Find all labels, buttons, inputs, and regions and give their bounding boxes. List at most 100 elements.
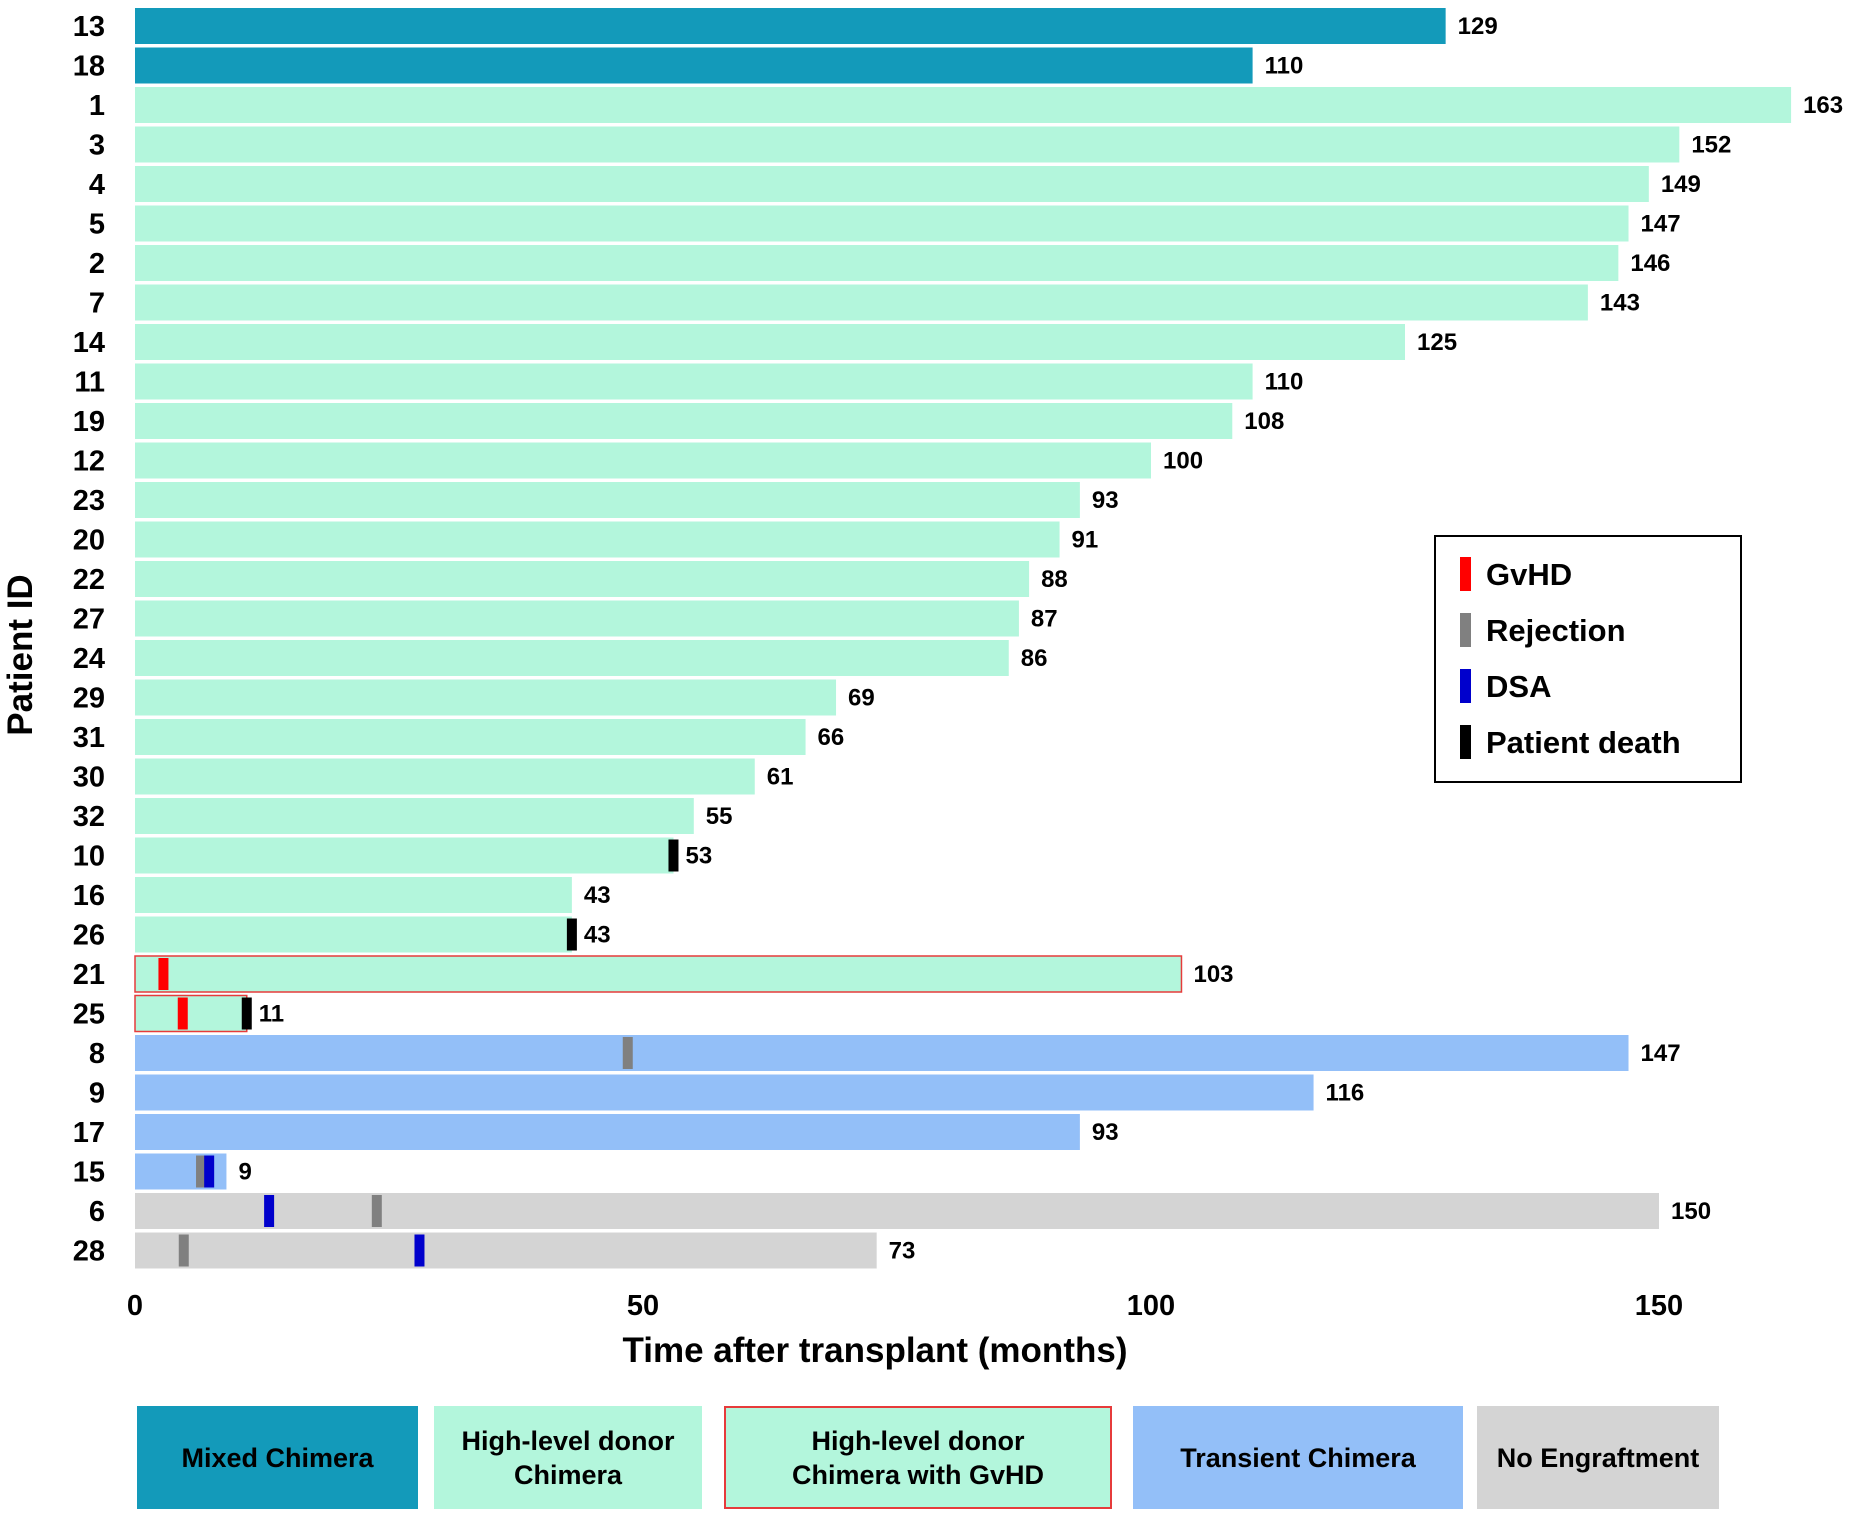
bar-value-label-15: 9 [238,1159,251,1186]
bar-patient-6 [135,1193,1659,1229]
y-tick-31: 31 [73,722,105,754]
bar-value-label-28: 73 [889,1238,916,1265]
y-tick-18: 18 [73,51,105,83]
y-tick-11: 11 [74,367,105,399]
bar-value-label-23: 93 [1092,487,1119,514]
bar-value-label-22: 88 [1041,566,1068,593]
x-axis-label: Time after transplant (months) [623,1331,1128,1370]
category-legend-mixed: Mixed Chimera [137,1406,418,1509]
category-legend-gvhd: High-level donor Chimera with GvHD [724,1406,1112,1509]
bar-patient-12 [135,442,1151,479]
bar-value-label-29: 69 [848,685,875,712]
bar-value-label-18: 110 [1265,53,1304,80]
bar-patient-24 [135,640,1009,676]
dsa-marker-patient-15 [204,1155,215,1188]
bar-patient-18 [135,47,1253,84]
y-tick-5: 5 [89,209,105,241]
y-tick-25: 25 [73,999,105,1031]
bar-patient-32 [135,798,694,834]
bar-value-label-4: 149 [1661,171,1701,198]
y-tick-29: 29 [73,683,105,715]
bar-patient-2 [135,245,1619,281]
category-legend-label-transient: Transient Chimera [1180,1442,1416,1473]
bar-patient-13 [135,8,1446,44]
y-tick-2: 2 [89,248,105,280]
gvhd-legend-label: GvHD [1486,557,1572,592]
bar-patient-25 [134,994,248,1033]
bar-value-label-17: 93 [1092,1119,1119,1146]
bar-patient-5 [135,205,1629,242]
bar-patient-1 [135,87,1792,123]
bar-value-label-26: 43 [584,922,611,949]
dsa-marker-patient-6 [264,1195,275,1227]
bar-patient-23 [135,482,1080,518]
bar-patient-14 [135,324,1405,360]
event-legend-frame [1434,535,1742,783]
y-tick-30: 30 [73,762,105,794]
category-legend-label-high: High-level donor Chimera [461,1425,675,1490]
y-tick-27: 27 [73,604,105,636]
category-legend-label-none: No Engraftment [1496,1442,1700,1473]
category-legend-none: No Engraftment [1477,1406,1719,1509]
rejection-marker-patient-28 [178,1234,189,1267]
bar-value-label-12: 100 [1163,448,1203,475]
bar-value-label-1: 163 [1803,92,1843,119]
rejection-legend-swatch [1460,613,1471,647]
bars-group: 1291101631521491471461431251101081009391… [134,8,1843,1269]
x-tick-150: 150 [1635,1290,1683,1322]
y-tick-15: 15 [73,1157,105,1189]
y-tick-10: 10 [73,841,105,873]
y-tick-12: 12 [73,446,105,478]
bar-value-label-25: 11 [259,1001,284,1028]
rejection-marker-patient-15 [196,1155,207,1188]
bar-value-label-3: 152 [1691,132,1731,159]
y-tick-23: 23 [73,485,105,517]
bar-patient-7 [135,284,1588,321]
category-legend-label-mixed: Mixed Chimera [181,1442,374,1473]
bar-patient-17 [135,1114,1080,1150]
bar-value-label-32: 55 [706,803,733,830]
y-tick-28: 28 [73,1236,105,1268]
category-legend-high: High-level donor Chimera [434,1406,702,1509]
bar-value-label-8: 147 [1641,1040,1681,1067]
y-tick-9: 9 [89,1078,105,1110]
x-tick-100: 100 [1127,1290,1175,1322]
bar-value-label-6: 150 [1671,1198,1711,1225]
bar-patient-29 [135,679,837,716]
bar-value-label-20: 91 [1072,527,1099,554]
y-tick-1: 1 [89,90,105,122]
y-tick-26: 26 [73,920,105,952]
bar-value-label-14: 125 [1417,329,1457,356]
bar-value-label-21: 103 [1193,961,1233,988]
y-tick-21: 21 [73,959,105,991]
x-tick-50: 50 [627,1290,659,1322]
bar-value-label-5: 147 [1641,211,1681,238]
patient-death-legend-label: Patient death [1486,725,1681,760]
death-marker-patient-10 [668,839,679,872]
y-tick-6: 6 [89,1196,105,1228]
bar-patient-28 [135,1232,877,1269]
y-tick-13: 13 [73,11,105,43]
rejection-marker-patient-6 [371,1195,382,1227]
death-marker-patient-25 [241,997,252,1030]
bar-patient-20 [135,521,1060,558]
y-tick-3: 3 [89,130,105,162]
category-legend-transient: Transient Chimera [1133,1406,1463,1509]
bar-value-label-11: 110 [1265,369,1304,396]
bar-patient-10 [135,837,674,874]
bar-patient-22 [135,561,1030,597]
x-tick-labels: 0 50 100 150 [127,1290,1683,1322]
y-tick-17: 17 [73,1117,105,1149]
bar-value-label-2: 146 [1630,250,1670,277]
gvhd-marker-patient-21 [158,958,169,990]
y-tick-labels: 1318134527141119122320222724293130321016… [73,11,105,1268]
y-tick-19: 19 [73,406,105,438]
y-axis-label: Patient ID [1,574,40,735]
bar-patient-21 [134,955,1183,993]
y-tick-20: 20 [73,525,105,557]
bar-value-label-30: 61 [767,764,794,791]
bar-patient-26 [135,916,572,953]
y-tick-4: 4 [89,169,105,201]
event-legend: GvHD Rejection DSA Patient death [1434,535,1742,783]
bar-patient-30 [135,758,755,795]
